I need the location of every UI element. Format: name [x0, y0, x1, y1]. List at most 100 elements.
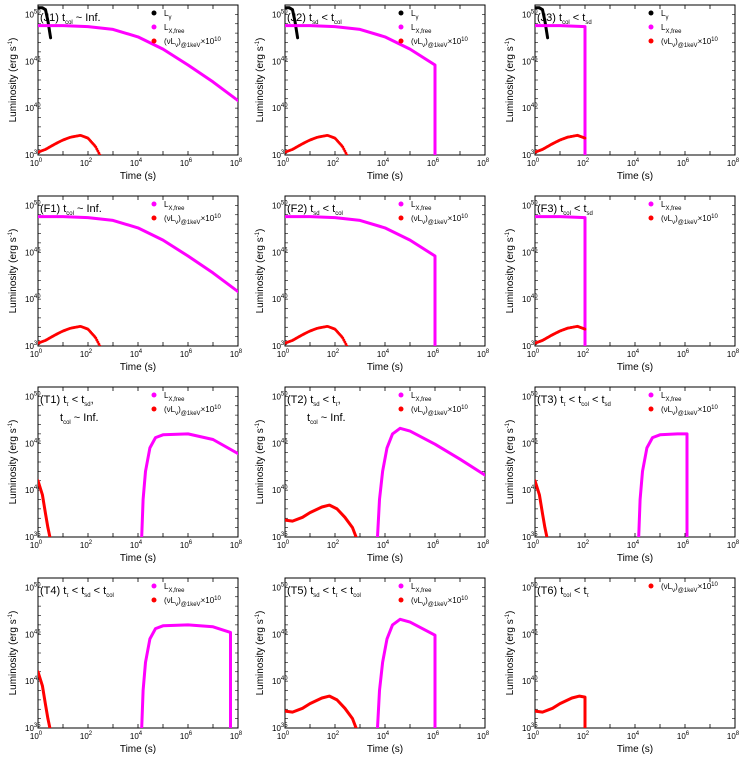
plot-area — [534, 386, 736, 538]
x-tick-label: 106 — [427, 731, 440, 741]
series-line — [38, 670, 52, 728]
panel-title-line2: tcol ~ Inf. — [60, 412, 99, 426]
x-tick-label: 104 — [377, 158, 390, 168]
y-tick-label: 1035 — [522, 341, 538, 351]
legend: LX,free (νLν)@1keV×1010 — [151, 391, 221, 417]
y-tick-label: 1035 — [522, 150, 538, 160]
x-tick-label: 102 — [80, 731, 93, 741]
legend-entry: LX,free — [411, 391, 432, 403]
panel-title: (T3) tτ < tcol < tsd — [537, 394, 611, 408]
y-tick-label: 1035 — [522, 532, 538, 542]
y-tick-label: 1045 — [522, 56, 538, 66]
series-line — [535, 694, 587, 728]
plot-area — [534, 4, 736, 156]
y-axis-label: Luminosity (erg s-1) — [255, 420, 266, 505]
x-tick-label: 104 — [627, 731, 640, 741]
legend-entry: (νLν)@1keV×1010 — [411, 37, 468, 49]
y-axis-label: Luminosity (erg s-1) — [255, 229, 266, 314]
x-tick-label: 104 — [130, 349, 143, 359]
legend-marker — [398, 392, 404, 398]
x-tick-label: 106 — [180, 349, 193, 359]
panel-title: (F2) tsd < tcol — [287, 203, 343, 217]
x-tick-label: 102 — [327, 731, 340, 741]
y-tick-label: 1050 — [272, 391, 288, 401]
x-tick-label: 108 — [477, 158, 490, 168]
series-line — [637, 432, 689, 537]
x-tick-label: 104 — [627, 349, 640, 359]
y-tick-label: 1050 — [25, 9, 41, 19]
x-tick-label: 106 — [180, 540, 193, 550]
y-tick-label: 1035 — [272, 532, 288, 542]
legend-marker — [151, 392, 157, 398]
y-tick-label: 1035 — [25, 723, 41, 733]
x-tick-label: 102 — [577, 158, 590, 168]
x-tick-label: 108 — [230, 731, 243, 741]
panel-title: (T5) tsd < tτ < tcol — [287, 585, 361, 599]
y-tick-label: 1045 — [272, 247, 288, 257]
legend-entry: (νLν)@1keV×1010 — [164, 596, 221, 608]
chart-panel-j3: 100 102 104 106 108 1035 1040 1045 1050 Time (s) L… — [505, 4, 740, 182]
plot-area — [37, 4, 239, 156]
x-axis-label: Time (s) — [367, 744, 403, 755]
legend-entry: (νLν)@1keV×1010 — [164, 405, 221, 417]
x-axis-label: Time (s) — [367, 171, 403, 182]
legend-marker — [648, 24, 654, 30]
chart-panel-f1: 100 102 104 106 108 1035 1040 1045 1050 Time (s) L… — [8, 195, 243, 373]
x-tick-label: 106 — [180, 731, 193, 741]
x-tick-label: 102 — [80, 540, 93, 550]
y-tick-label: 1035 — [272, 150, 288, 160]
series-line — [535, 215, 587, 346]
legend-marker — [648, 215, 654, 221]
x-tick-label: 102 — [577, 349, 590, 359]
series-line — [285, 24, 437, 155]
x-tick-label: 106 — [677, 349, 690, 359]
legend-marker — [398, 406, 404, 412]
legend-marker — [151, 38, 157, 44]
x-axis-label: Time (s) — [617, 362, 653, 373]
series-line — [535, 24, 587, 155]
y-tick-label: 1045 — [272, 438, 288, 448]
legend-marker — [151, 597, 157, 603]
y-axis-label: Luminosity (erg s-1) — [505, 420, 516, 505]
y-tick-label: 1045 — [25, 629, 41, 639]
y-tick-label: 1050 — [25, 391, 41, 401]
legend-marker — [648, 38, 654, 44]
legend-entry: (νLν)@1keV×1010 — [661, 405, 718, 417]
x-tick-label: 100 — [277, 158, 290, 168]
x-tick-label: 106 — [677, 540, 690, 550]
legend-marker — [151, 10, 157, 16]
y-axis-label: Luminosity (erg s-1) — [255, 611, 266, 696]
series-line — [38, 215, 238, 294]
chart-panel-t6: 100 102 104 106 108 1035 1040 1045 1050 Time (s) L… — [505, 577, 740, 755]
y-tick-label: 1045 — [522, 629, 538, 639]
x-tick-label: 102 — [327, 540, 340, 550]
legend-entry: (νLν)@1keV×1010 — [661, 214, 718, 226]
x-tick-label: 100 — [277, 731, 290, 741]
legend: LX,free (νLν)@1keV×1010 — [648, 391, 718, 417]
plot-area — [284, 195, 486, 347]
y-axis-label: Luminosity (erg s-1) — [8, 38, 19, 123]
panel-title: (J3) tcol < tsd — [537, 12, 592, 26]
series-line — [38, 24, 238, 103]
x-tick-label: 100 — [527, 349, 540, 359]
x-tick-label: 108 — [727, 158, 740, 168]
panel-title: (T2) tsd < tτ, — [287, 394, 341, 408]
legend-marker — [648, 392, 654, 398]
y-axis-label: Luminosity (erg s-1) — [505, 229, 516, 314]
legend: LX,free (νLν)@1keV×1010 — [151, 200, 221, 226]
legend-entry: LX,free — [411, 23, 432, 35]
x-tick-label: 100 — [527, 731, 540, 741]
y-axis-label: Luminosity (erg s-1) — [505, 38, 516, 123]
x-axis-label: Time (s) — [120, 744, 156, 755]
data-point — [583, 327, 587, 331]
y-tick-label: 1040 — [272, 103, 288, 113]
y-tick-label: 1050 — [522, 582, 538, 592]
legend-marker — [398, 583, 404, 589]
legend-entry: (νLν)@1keV×1010 — [164, 214, 221, 226]
y-tick-label: 1040 — [522, 485, 538, 495]
x-axis-label: Time (s) — [617, 744, 653, 755]
chart-panel-j1: 100 102 104 106 108 1035 1040 1045 1050 Time (s) L… — [8, 4, 243, 182]
y-axis-label: Luminosity (erg s-1) — [8, 611, 19, 696]
legend: (νLν)@1keV×1010 — [648, 582, 718, 594]
